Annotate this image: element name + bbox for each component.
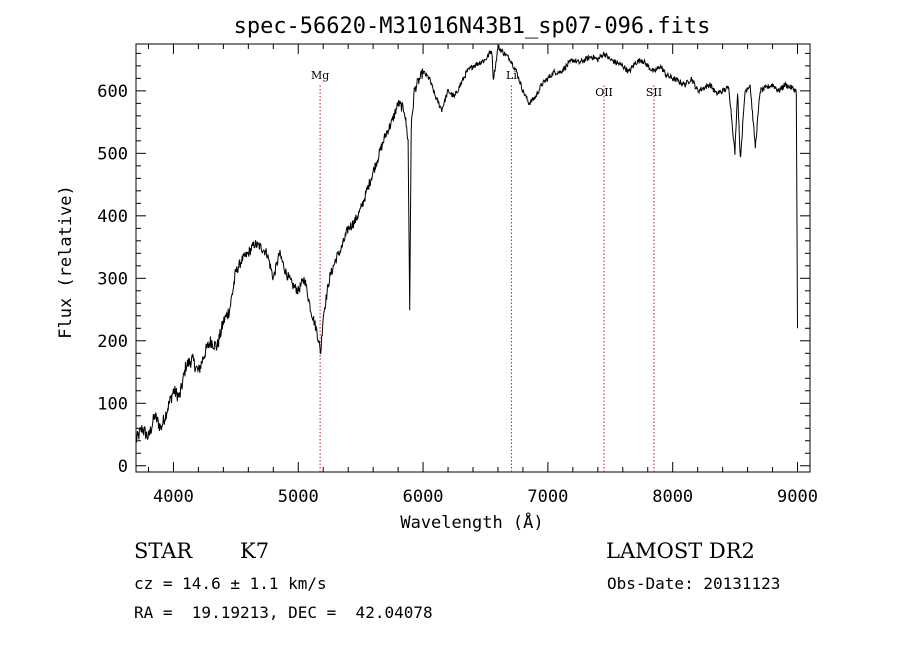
spectral-lines: Mg Li OII SII: [311, 69, 662, 472]
y-axis-label: Flux (relative): [56, 185, 76, 339]
plot-frame: [135, 43, 811, 473]
minor-ticks: [136, 44, 810, 472]
object-subclass: K7: [240, 539, 270, 563]
chart-title: spec-56620-M31016N43B1_sp07-096.fits: [234, 14, 711, 39]
spectral-line-label: Li: [506, 69, 517, 82]
spectral-line-label: OII: [595, 86, 613, 99]
y-tick-label: 200: [97, 332, 128, 352]
x-axis-label: Wavelength (Å): [400, 511, 543, 533]
x-tick-label: 6000: [403, 487, 444, 507]
x-tick-label: 8000: [652, 487, 693, 507]
object-type: STAR: [134, 539, 193, 563]
coordinates: RA = 19.19213, DEC = 42.04078: [134, 603, 433, 622]
x-tick-label: 4000: [153, 487, 194, 507]
spectrum-series: [135, 44, 798, 443]
x-tick-label: 5000: [278, 487, 319, 507]
redshift-text: cz = 14.6 ± 1.1 km/s: [134, 574, 327, 593]
x-tick-label: 9000: [777, 487, 818, 507]
survey-name: LAMOST DR2: [606, 539, 755, 563]
x-tick-label: 7000: [527, 487, 568, 507]
y-tick-label: 400: [97, 207, 128, 227]
x-axis: 4000 5000 6000 7000 8000 9000: [153, 44, 818, 507]
spectral-line-label: SII: [646, 86, 662, 99]
y-tick-label: 600: [97, 82, 128, 102]
y-tick-label: 500: [97, 144, 128, 164]
obs-date: Obs-Date: 20131123: [607, 574, 781, 593]
spectral-line-label: Mg: [311, 69, 329, 82]
y-tick-label: 100: [97, 394, 128, 414]
y-tick-label: 300: [97, 269, 128, 289]
y-tick-label: 0: [118, 457, 128, 477]
y-axis: 0 100 200 300 400 500 600: [97, 82, 810, 477]
